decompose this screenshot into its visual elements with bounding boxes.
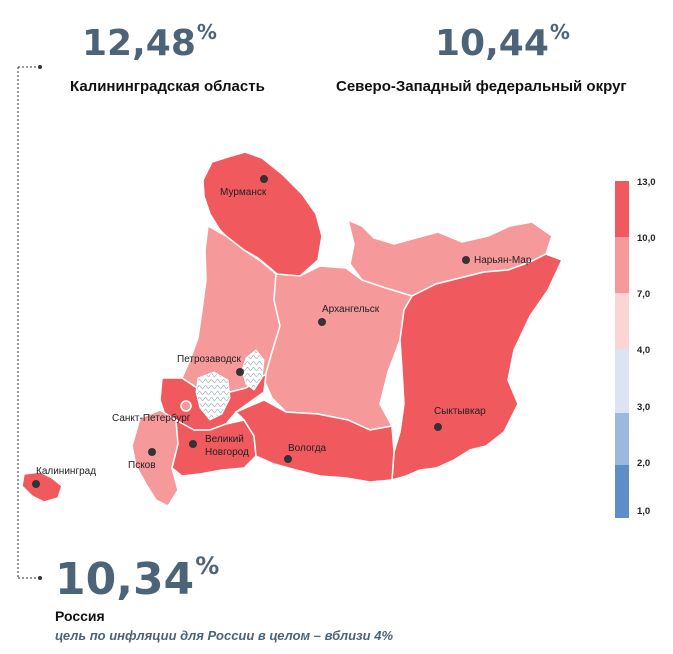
region-pskov [131, 409, 179, 507]
kaliningrad-stat-label: Калининградская область [70, 78, 265, 95]
russia-unit: % [195, 552, 220, 580]
city-label-veliky-novgorod-2: Новгород [205, 447, 249, 458]
city-label-arkhangelsk: Архангельск [322, 304, 380, 315]
legend-swatch-0 [615, 181, 629, 237]
city-dot-vologda [284, 455, 292, 463]
spb-marker [180, 400, 192, 412]
legend-swatch-5 [615, 413, 629, 465]
legend-label-3: 4,0 [637, 345, 650, 356]
nwfd-value: 10,44 [435, 23, 549, 64]
city-dot-arkhangelsk [318, 318, 326, 326]
legend-swatch-6 [615, 465, 629, 518]
city-dot-petrozavodsk [236, 368, 244, 376]
russia-stat-value: 10,34% [55, 554, 219, 602]
region-komi [391, 253, 564, 482]
city-label-petrozavodsk: Петрозаводск [177, 354, 242, 365]
russia-stat-label: Россия [55, 608, 105, 624]
city-dot-pskov [148, 448, 156, 456]
color-legend: 13,0 10,0 7,0 4,0 3,0 2,0 1,0 [615, 177, 656, 518]
russia-inflation-target-note: цель по инфляции для России в целом – вб… [55, 628, 394, 643]
city-label-syktyvkar: Сыктывкар [434, 406, 486, 417]
region-arkhangelsk [263, 265, 414, 431]
city-dot-syktyvkar [434, 423, 442, 431]
city-label-murmansk: Мурманск [220, 187, 267, 198]
city-label-pskov: Псков [128, 460, 156, 471]
city-label-veliky-novgorod-1: Великий [205, 434, 244, 445]
legend-label-5: 2,0 [637, 458, 650, 469]
legend-label-1: 10,0 [637, 233, 656, 244]
legend-swatch-1 [615, 237, 629, 293]
lake-ladoga [195, 371, 231, 421]
legend-swatch-2 [615, 293, 629, 349]
city-dot-murmansk [260, 175, 268, 183]
city-dot-kaliningrad [32, 480, 40, 488]
city-label-st-petersburg: Санкт-Петербург [112, 412, 191, 424]
legend-label-2: 7,0 [637, 289, 650, 300]
city-label-naryan-mar: Нарьян-Мар [474, 255, 532, 266]
kaliningrad-stat-value: 12,48% [82, 22, 217, 64]
region-vologda [234, 399, 395, 483]
nwfd-stat-label: Северо-Западный федеральный округ [336, 78, 627, 95]
legend-label-6: 1,0 [637, 506, 650, 517]
city-markers [32, 175, 470, 488]
legend-label-0: 13,0 [637, 177, 656, 188]
nwfd-stat-value: 10,44% [435, 22, 570, 64]
kaliningrad-value: 12,48 [82, 23, 196, 64]
connector-line [17, 65, 42, 580]
legend-label-4: 3,0 [637, 402, 650, 413]
region-kaliningrad [21, 471, 63, 503]
nwfd-unit: % [549, 20, 570, 44]
city-label-kaliningrad: Калининград [36, 466, 96, 477]
city-dot-veliky-novgorod [189, 440, 197, 448]
kaliningrad-unit: % [196, 20, 217, 44]
city-label-vologda: Вологда [288, 443, 327, 454]
russia-value: 10,34 [55, 554, 195, 605]
city-dot-naryan-mar [462, 256, 470, 264]
region-novgorod [171, 418, 257, 477]
legend-swatch-3 [615, 349, 629, 405]
